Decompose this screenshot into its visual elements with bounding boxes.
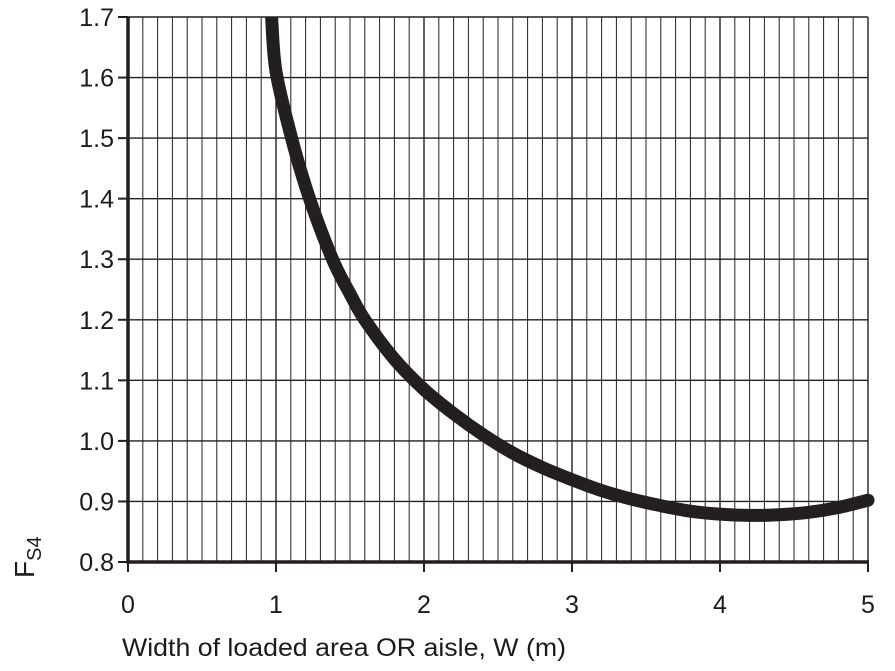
y-axis-title: FS4 bbox=[9, 536, 46, 578]
axes bbox=[118, 16, 869, 572]
grid-minor bbox=[142, 17, 854, 562]
y-axis-title-main: F bbox=[9, 561, 40, 578]
svg-text:FS4: FS4 bbox=[9, 536, 46, 578]
x-tick-label: 0 bbox=[121, 591, 135, 619]
y-tick-label: 1.3 bbox=[79, 246, 114, 274]
x-tick-labels: 0 1 2 3 4 5 bbox=[121, 591, 875, 619]
y-tick-label: 1.4 bbox=[79, 186, 114, 214]
series bbox=[265, 17, 875, 522]
x-tick-label: 4 bbox=[713, 591, 727, 619]
series-line-0 bbox=[265, 17, 875, 522]
y-tick-label: 0.9 bbox=[79, 488, 114, 516]
y-tick-label: 1.1 bbox=[79, 367, 114, 395]
y-tick-label: 1.7 bbox=[79, 4, 114, 32]
y-tick-label: 1.2 bbox=[79, 307, 114, 335]
y-tick-label: 1.5 bbox=[79, 125, 114, 153]
x-axis-title: Width of loaded area OR aisle, W (m) bbox=[122, 634, 566, 662]
x-tick-label: 1 bbox=[269, 591, 283, 619]
x-tick-label: 3 bbox=[565, 591, 579, 619]
x-tick-label: 2 bbox=[417, 591, 431, 619]
y-tick-label: 0.8 bbox=[79, 549, 114, 577]
y-axis-title-subscript: S4 bbox=[24, 536, 46, 560]
y-tick-label: 1.0 bbox=[79, 428, 114, 456]
y-tick-labels: 0.8 0.9 1.0 1.1 1.2 1.3 1.4 1.5 1.6 1.7 bbox=[79, 4, 114, 577]
x-tick-label: 5 bbox=[861, 591, 875, 619]
y-tick-label: 1.6 bbox=[79, 65, 114, 93]
